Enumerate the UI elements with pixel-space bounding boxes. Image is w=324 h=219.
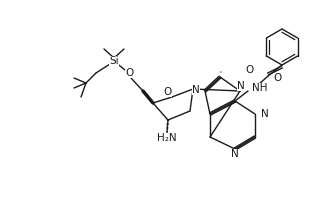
Text: NH: NH [252,83,268,93]
Text: H₂N: H₂N [157,133,177,143]
Text: O: O [246,65,254,75]
Text: N: N [237,81,245,91]
Text: Si: Si [109,56,119,66]
Text: O: O [125,68,133,78]
Text: N: N [231,149,239,159]
Text: O: O [273,73,281,83]
Text: N: N [261,109,269,119]
Text: N: N [192,85,200,95]
Text: O: O [164,87,172,97]
Text: =: = [218,70,222,74]
